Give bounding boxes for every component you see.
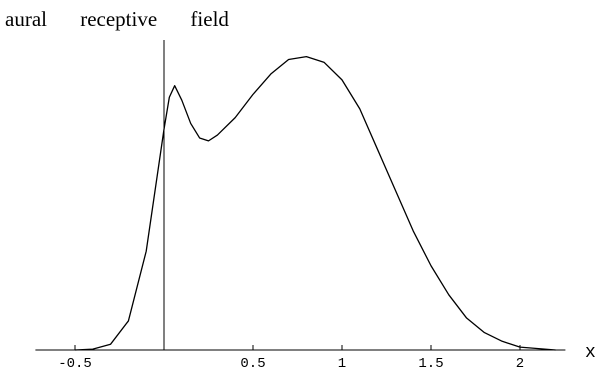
- x-tick-label: -0.5: [58, 356, 92, 372]
- chart-title: aural receptive field: [5, 7, 229, 31]
- line: [74, 55, 556, 351]
- x-tick-label: 1.5: [418, 356, 443, 372]
- x-axis-label: x: [585, 343, 596, 363]
- x-tick-label: 1: [338, 356, 346, 372]
- x-tick-label: 2: [516, 356, 524, 372]
- x-tick-label: 0.5: [240, 356, 265, 372]
